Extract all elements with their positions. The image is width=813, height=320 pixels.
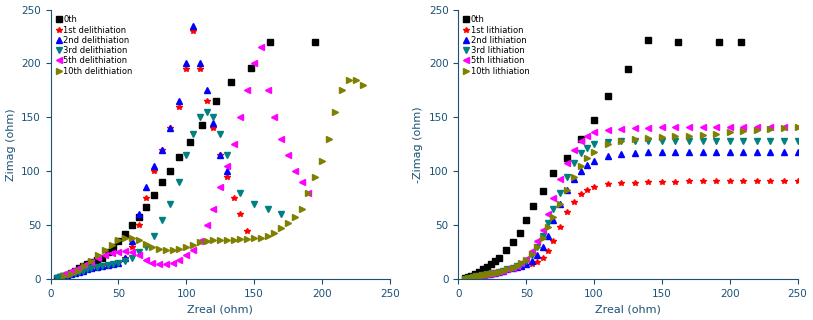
Y-axis label: -Zimag (ohm): -Zimag (ohm) xyxy=(414,106,424,183)
Legend: 0th, 1st lithiation, 2nd lithiation, 3rd lithiation, 5th lithiation, 10th lithia: 0th, 1st lithiation, 2nd lithiation, 3rd… xyxy=(463,14,532,77)
Legend: 0th, 1st delithiation, 2nd delithiation, 3rd delithiation, 5th delithiation, 10t: 0th, 1st delithiation, 2nd delithiation,… xyxy=(54,14,134,77)
X-axis label: Zreal (ohm): Zreal (ohm) xyxy=(187,304,253,315)
Y-axis label: Zimag (ohm): Zimag (ohm) xyxy=(6,108,15,181)
X-axis label: Zreal (ohm): Zreal (ohm) xyxy=(595,304,661,315)
